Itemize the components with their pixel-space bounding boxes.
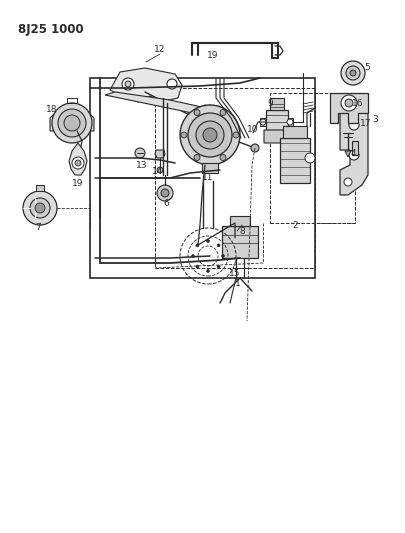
Circle shape [287,119,293,125]
Circle shape [181,132,187,138]
Circle shape [125,81,131,87]
Text: 5: 5 [364,63,370,72]
Text: 6: 6 [163,198,169,207]
Text: 8J25 1000: 8J25 1000 [18,23,83,36]
Circle shape [196,265,199,268]
Text: 16: 16 [352,99,364,108]
Circle shape [58,109,86,137]
Text: 7: 7 [35,223,41,232]
Circle shape [157,167,163,173]
Bar [230,216,250,226]
Bar [155,88,315,268]
Bar [90,78,315,278]
Circle shape [341,61,365,85]
Circle shape [305,153,315,163]
Circle shape [192,254,194,257]
Text: 14: 14 [152,166,164,175]
Circle shape [194,109,200,116]
Circle shape [64,115,80,131]
Circle shape [196,244,199,247]
Text: 18: 18 [46,106,58,115]
Circle shape [251,144,259,152]
Circle shape [122,78,134,90]
Circle shape [207,270,209,272]
Circle shape [345,99,353,107]
Circle shape [30,198,50,218]
Bar [352,141,358,155]
Circle shape [217,265,220,268]
Circle shape [194,155,200,160]
Bar [260,118,266,126]
Text: 11: 11 [202,174,214,182]
Polygon shape [105,92,215,113]
Circle shape [220,155,226,160]
Circle shape [72,157,84,169]
Circle shape [350,70,356,76]
Text: 4: 4 [350,149,356,158]
Text: 10: 10 [247,125,259,133]
Bar [222,226,258,258]
Circle shape [188,113,232,157]
Circle shape [349,120,359,130]
Text: 2: 2 [292,222,298,230]
Polygon shape [264,130,288,143]
Polygon shape [340,105,368,195]
Circle shape [349,150,359,160]
Polygon shape [50,111,94,131]
Polygon shape [330,93,368,123]
Circle shape [344,178,352,186]
Bar [270,98,284,110]
Text: 8: 8 [239,227,245,236]
Circle shape [135,148,145,158]
Bar [270,93,355,223]
Circle shape [75,160,81,166]
Text: 9: 9 [267,99,273,108]
Circle shape [341,95,357,111]
Circle shape [222,254,224,257]
Circle shape [203,128,217,142]
Bar [280,138,310,183]
Circle shape [217,244,220,247]
Text: 3: 3 [372,116,378,125]
Circle shape [161,189,169,197]
Circle shape [207,239,209,243]
Circle shape [233,132,239,138]
Ellipse shape [143,79,161,91]
Circle shape [260,119,266,125]
Circle shape [220,109,226,116]
Circle shape [52,103,92,143]
Text: 19: 19 [72,180,84,189]
Text: 17: 17 [360,118,372,127]
Text: 15: 15 [229,269,241,278]
Text: 13: 13 [136,160,148,169]
Polygon shape [345,151,351,157]
Circle shape [23,191,57,225]
Text: 12: 12 [154,45,166,54]
Circle shape [167,79,177,89]
Circle shape [180,105,240,165]
Polygon shape [69,143,87,175]
Bar [288,118,293,126]
Text: 1: 1 [235,279,241,287]
Bar [202,163,218,173]
Polygon shape [110,68,182,102]
Circle shape [346,66,360,80]
Bar [266,110,288,130]
Circle shape [35,203,45,213]
Bar [283,126,307,138]
Text: 19: 19 [207,52,219,61]
Polygon shape [155,150,165,158]
Bar [36,185,44,191]
Circle shape [196,121,224,149]
Circle shape [157,185,173,201]
